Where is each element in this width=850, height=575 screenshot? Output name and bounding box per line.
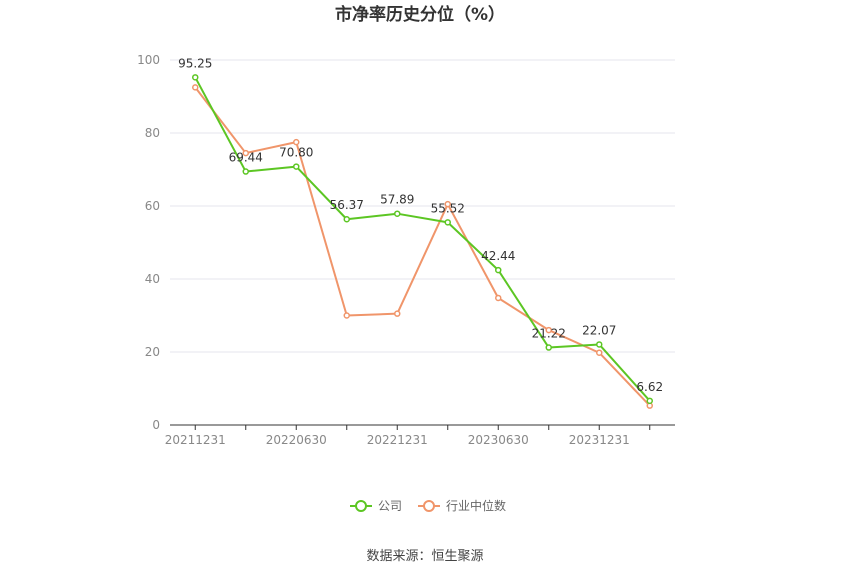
data-point[interactable]: [495, 266, 502, 274]
data-point[interactable]: [343, 215, 350, 223]
series-line-0: [194, 76, 651, 402]
data-point[interactable]: [343, 312, 350, 319]
legend-item-0[interactable]: 公司: [350, 499, 402, 513]
data-point[interactable]: [596, 349, 603, 356]
data-point[interactable]: [495, 294, 502, 302]
y-tick-label: 80: [145, 126, 160, 140]
y-tick-label: 20: [145, 345, 160, 359]
legend-item-1[interactable]: 行业中位数: [418, 498, 506, 513]
legend-label: 行业中位数: [446, 498, 506, 513]
data-point[interactable]: [242, 149, 249, 157]
data-point[interactable]: [394, 310, 401, 317]
y-tick-label: 100: [137, 53, 160, 67]
data-label: 21.22: [532, 327, 566, 341]
x-tick-label: 20231231: [569, 433, 630, 447]
x-tick-label: 20211231: [165, 433, 226, 447]
data-point[interactable]: [646, 397, 653, 405]
data-label: 55.52: [431, 201, 465, 215]
source-note: 数据来源：恒生聚源: [366, 549, 483, 564]
legend-label: 公司: [378, 499, 402, 513]
axes: 0 20 40 60 80 100 20211231 20220630 20221231 2023…: [137, 53, 675, 447]
data-point[interactable]: [242, 168, 249, 175]
data-label: 56.37: [330, 198, 364, 212]
data-label: 22.07: [582, 323, 616, 337]
legend-marker: [355, 500, 367, 512]
data-point[interactable]: [545, 344, 552, 351]
series-layer: [192, 74, 653, 409]
data-label: 6.62: [636, 380, 663, 394]
data-point[interactable]: [545, 326, 552, 334]
data-label: 95.25: [178, 56, 212, 70]
data-label: 57.89: [380, 193, 414, 207]
chart-title: 市净率历史分位（%）: [335, 4, 505, 25]
data-label: 70.80: [279, 146, 313, 160]
data-point[interactable]: [192, 84, 199, 91]
data-point[interactable]: [444, 200, 451, 208]
data-label: 42.44: [481, 249, 515, 263]
data-point[interactable]: [394, 210, 401, 217]
legend-marker: [423, 500, 435, 512]
data-label: 69.44: [229, 151, 263, 165]
y-tick-label: 0: [152, 418, 160, 432]
legend[interactable]: 公司 行业中位数: [350, 498, 506, 513]
data-point[interactable]: [596, 341, 603, 348]
series-line-1: [194, 86, 651, 407]
grid: [170, 59, 675, 353]
data-point[interactable]: [192, 74, 199, 81]
x-tick-label: 20230630: [468, 433, 529, 447]
y-tick-label: 40: [145, 272, 160, 286]
x-tick-label: 20221231: [367, 433, 428, 447]
data-point[interactable]: [444, 219, 451, 226]
x-tick-label: 20220630: [266, 433, 327, 447]
data-point[interactable]: [293, 163, 300, 170]
y-tick-label: 60: [145, 199, 160, 213]
data-point[interactable]: [293, 138, 300, 146]
data-labels: 95.25 69.44 70.80 56.37 57.89 55.52 42.44 21.22…: [178, 56, 663, 393]
